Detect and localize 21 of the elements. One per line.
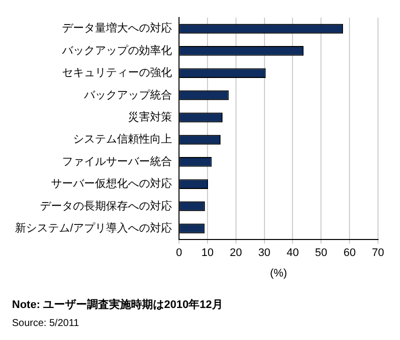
x-tick-label: 20 [230,247,242,260]
x-axis-title: (%) [270,267,288,280]
x-tick-label: 0 [176,247,182,260]
y-tick-label: 新システム/アプリ導入への対応 [14,222,172,235]
x-tick-label: 40 [286,247,299,260]
y-tick-label: データ量増大への対応 [62,22,172,35]
y-tick-label: 災害対策 [128,110,172,124]
x-tick-label: 60 [343,247,356,260]
y-tick-label: サーバー仮想化への対応 [51,177,172,190]
x-tick-label: 10 [201,247,214,260]
y-tick-label: ファイルサーバー統合 [62,154,172,168]
y-tick-label: データの長期保存への対応 [40,199,172,212]
y-tick-label: バックアップの効率化 [61,44,172,57]
y-tick-label: セキュリティーの強化 [62,67,172,80]
y-tick-label: システム信頼性向上 [73,132,172,146]
x-tick-label: 50 [315,247,328,260]
x-tick-label: 30 [258,247,270,260]
y-tick-label: バックアップ統合 [83,88,172,102]
text: Note: ユーザー調査実施時期は2010年12月 [12,298,223,311]
source-note: Source: 5/2011 [12,318,80,329]
x-tick-label: 70 [372,247,384,260]
